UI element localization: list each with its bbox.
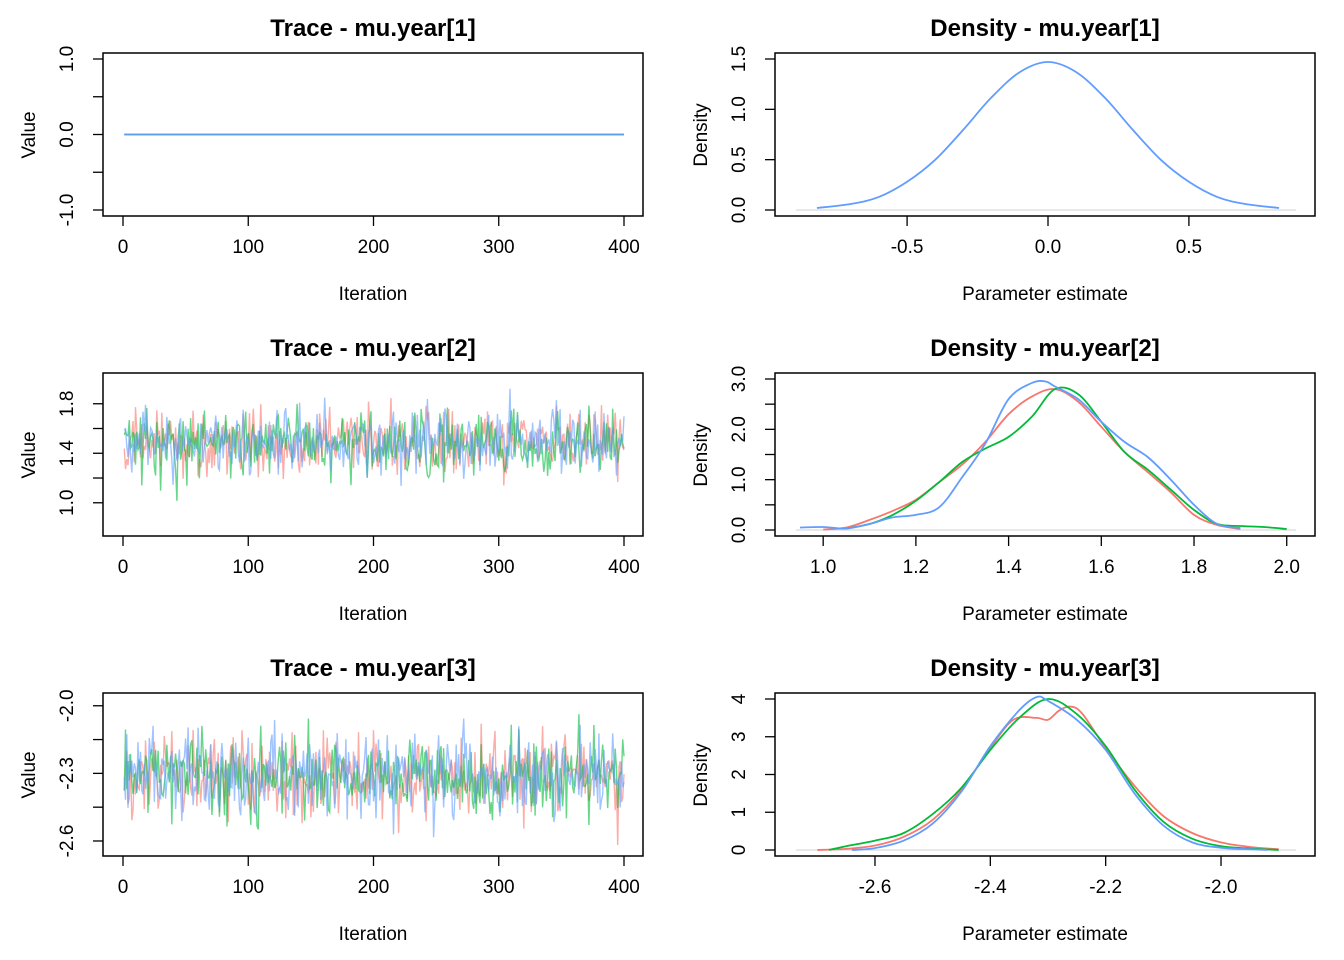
y-tick-label: 2.0 — [729, 416, 750, 442]
plot-area: -2.6 -2.4 -2.2 -2.0 0 1 2 3 4 — [729, 692, 1316, 898]
x-tick-label: 400 — [608, 877, 640, 898]
x-tick-label: 200 — [358, 237, 390, 258]
plot-frame — [774, 372, 1316, 537]
x-tick-label: 300 — [483, 877, 515, 898]
y-tick-label: -2.6 — [57, 825, 78, 858]
plot-area: -0.5 0.0 0.5 0.0 0.5 1.0 1.5 — [729, 46, 1316, 258]
x-tick-label: -2.2 — [1089, 877, 1122, 898]
trace-series-line — [123, 718, 625, 838]
x-tick-label: 1.6 — [1088, 557, 1114, 578]
x-axis-label: Parameter estimate — [962, 604, 1128, 625]
y-axis-label: Density — [691, 423, 712, 487]
x-tick-label: 1.2 — [903, 557, 929, 578]
y-tick-label: 0.5 — [729, 146, 750, 172]
y-axis-label: Density — [691, 103, 712, 167]
density-series-line — [817, 705, 1279, 851]
panel-title: Trace - mu.year[2] — [270, 335, 475, 362]
y-axis-label: Value — [19, 111, 40, 158]
y-tick-label: 3.0 — [729, 366, 750, 392]
x-tick-label: -0.5 — [891, 237, 924, 258]
density-panel-3: Density - mu.year[3] -2.6 -2.4 -2.2 -2.0 0 1 2… — [691, 655, 1316, 945]
x-tick-label: 200 — [358, 877, 390, 898]
x-tick-label: 2.0 — [1274, 557, 1300, 578]
x-tick-label: 0 — [118, 557, 129, 578]
x-tick-label: 1.4 — [995, 557, 1022, 578]
density-panel-2: Density - mu.year[2] 1.0 1.2 1.4 1.6 1.8 2.0 0… — [691, 335, 1316, 625]
y-tick-label: 2 — [729, 769, 750, 780]
panel-title: Trace - mu.year[3] — [270, 655, 475, 682]
plot-frame — [774, 692, 1316, 857]
x-tick-label: 0.0 — [1035, 237, 1061, 258]
trace-panel-3: Trace - mu.year[3] 0 100 200 300 400 -2.6 -2.3… — [19, 655, 644, 945]
density-series-line — [828, 698, 1279, 851]
x-axis-label: Iteration — [339, 604, 408, 625]
y-axis-label: Value — [19, 431, 40, 478]
x-axis-label: Parameter estimate — [962, 284, 1128, 305]
y-tick-label: 1.0 — [729, 96, 750, 122]
x-tick-label: 0 — [118, 237, 129, 258]
x-axis-label: Iteration — [339, 924, 408, 945]
y-axis-label: Density — [691, 743, 712, 807]
panel-title: Density - mu.year[1] — [930, 15, 1159, 42]
density-panel-1: Density - mu.year[1] -0.5 0.0 0.5 0.0 0.5 1.0… — [691, 15, 1316, 305]
y-tick-label: 1.4 — [57, 440, 78, 467]
x-tick-label: 100 — [232, 237, 264, 258]
plot-area: 1.0 1.2 1.4 1.6 1.8 2.0 0.0 1.0 2.0 3.0 — [729, 366, 1316, 578]
x-tick-label: 100 — [232, 877, 264, 898]
trace-panel-1: Trace - mu.year[1] 0 100 200 300 400 -1.0 0.0 1… — [19, 15, 644, 305]
x-tick-label: 0.5 — [1176, 237, 1202, 258]
x-tick-label: 300 — [483, 557, 515, 578]
density-series-line — [823, 388, 1241, 531]
density-series-line — [799, 380, 1241, 530]
x-tick-label: 1.8 — [1181, 557, 1207, 578]
x-tick-label: 200 — [358, 557, 390, 578]
y-tick-label: 1.0 — [57, 46, 78, 72]
y-tick-label: -1.0 — [57, 194, 78, 227]
plot-area: 0 100 200 300 400 1.0 1.4 1.8 — [57, 372, 644, 578]
y-tick-label: 1.0 — [729, 466, 750, 492]
x-tick-label: 400 — [608, 237, 640, 258]
y-tick-label: 4 — [729, 693, 750, 704]
y-tick-label: 0 — [729, 845, 750, 856]
x-tick-label: 0 — [118, 877, 129, 898]
trace-panel-2: Trace - mu.year[2] 0 100 200 300 400 1.0 1.4 1.… — [19, 335, 644, 625]
y-tick-label: 1.5 — [729, 46, 750, 72]
y-tick-label: -2.0 — [57, 689, 78, 722]
x-tick-label: -2.4 — [974, 877, 1007, 898]
y-tick-label: 0.0 — [729, 517, 750, 543]
plot-area: 0 100 200 300 400 -1.0 0.0 1.0 — [57, 46, 644, 258]
x-axis-label: Parameter estimate — [962, 924, 1128, 945]
x-axis-label: Iteration — [339, 284, 408, 305]
y-axis-label: Value — [19, 751, 40, 798]
y-tick-label: 0.0 — [729, 197, 750, 223]
panel-title: Density - mu.year[2] — [930, 335, 1159, 362]
x-tick-label: -2.0 — [1205, 877, 1238, 898]
y-tick-label: 3 — [729, 731, 750, 742]
y-tick-label: 1.8 — [57, 391, 78, 417]
x-tick-label: 400 — [608, 557, 640, 578]
panel-title: Trace - mu.year[1] — [270, 15, 475, 42]
plot-area: 0 100 200 300 400 -2.6 -2.3 -2.0 — [57, 689, 644, 898]
y-tick-label: 0.0 — [57, 121, 78, 147]
x-tick-label: 300 — [483, 237, 515, 258]
x-tick-label: -2.6 — [859, 877, 892, 898]
plot-frame — [774, 52, 1316, 217]
y-tick-label: 1.0 — [57, 490, 78, 516]
density-series-line — [846, 386, 1287, 530]
density-series-line — [816, 61, 1280, 209]
x-tick-label: 1.0 — [810, 557, 836, 578]
y-tick-label: 1 — [729, 807, 750, 818]
trace-series-line — [123, 388, 625, 486]
density-series-line — [851, 695, 1268, 851]
panel-title: Density - mu.year[3] — [930, 655, 1159, 682]
y-tick-label: -2.3 — [57, 757, 78, 790]
x-tick-label: 100 — [232, 557, 264, 578]
